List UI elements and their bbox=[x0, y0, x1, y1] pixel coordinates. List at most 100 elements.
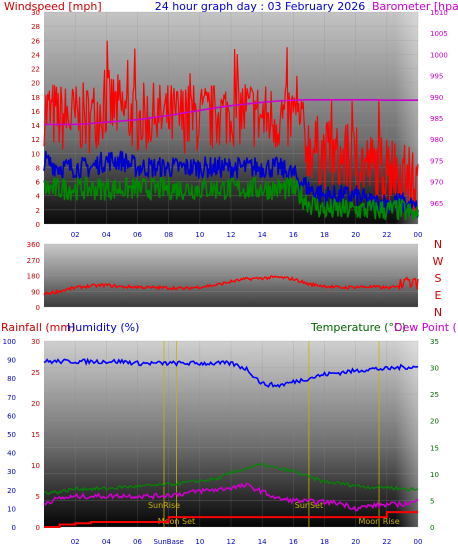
wind-tick-label: 10 bbox=[31, 150, 40, 158]
temperature-tick-label: 20 bbox=[430, 418, 439, 426]
wind-tick-label: 30 bbox=[31, 9, 40, 17]
barometer-line bbox=[44, 99, 418, 126]
wind-x-tick-label: 02 bbox=[71, 231, 80, 239]
sunbase-label: SunBase bbox=[153, 538, 183, 546]
humidity-tick-label: 0 bbox=[12, 524, 16, 532]
rainfall-title: Rainfall (mm) bbox=[1, 321, 75, 334]
wind-tick-label: 18 bbox=[31, 94, 40, 102]
barometer-tick-label: 970 bbox=[430, 179, 443, 187]
wind-tick-label: 28 bbox=[31, 23, 40, 31]
compass-label: W bbox=[433, 255, 444, 268]
rainfall-tick-label: 20 bbox=[31, 400, 40, 408]
temp-x-tick-label: 22 bbox=[382, 538, 391, 546]
barometer-tick-label: 1005 bbox=[430, 30, 448, 38]
wind-x-tick-label: 16 bbox=[289, 231, 298, 239]
rainfall-tick-label: 30 bbox=[31, 338, 40, 346]
wind-x-tick-label: 08 bbox=[164, 231, 173, 239]
wind-tick-label: 16 bbox=[31, 108, 40, 116]
wind-tick-label: 2 bbox=[36, 207, 40, 215]
temperature-tick-label: 25 bbox=[430, 391, 439, 399]
barometer-tick-label: 1010 bbox=[430, 9, 448, 17]
wind-x-tick-label: 04 bbox=[102, 231, 111, 239]
rainfall-line bbox=[44, 511, 418, 528]
direction-tick-label: 180 bbox=[27, 273, 40, 281]
barometer-title: Barometer [hpa] bbox=[372, 0, 458, 13]
wind-series bbox=[43, 40, 419, 221]
rainfall-tick-label: 0 bbox=[36, 524, 40, 532]
direction-tick-label: 90 bbox=[31, 288, 40, 296]
temperature-tick-label: 5 bbox=[430, 497, 434, 505]
wind-gust-line bbox=[43, 40, 419, 212]
rainfall-tick-label: 10 bbox=[31, 462, 40, 470]
moonrise-label: Moon Rise bbox=[358, 517, 399, 526]
rainfall-tick-label: 5 bbox=[36, 493, 40, 501]
barometer-tick-label: 990 bbox=[430, 94, 443, 102]
direction-series bbox=[43, 275, 419, 296]
wind-x-tick-label: 22 bbox=[382, 231, 391, 239]
temperature-tick-label: 30 bbox=[430, 365, 439, 373]
wind-tick-label: 26 bbox=[31, 37, 40, 45]
wind-x-tick-label: 14 bbox=[258, 231, 267, 239]
wind-tick-label: 6 bbox=[36, 179, 41, 187]
humidity-line bbox=[43, 357, 419, 389]
temp-x-tick-label: 02 bbox=[71, 538, 80, 546]
humidity-tick-label: 100 bbox=[3, 338, 16, 346]
graph-title: 24 hour graph day : 03 February 2026 bbox=[155, 0, 366, 13]
temp-x-tick-label: 14 bbox=[258, 538, 267, 546]
wind-x-axis: 02 04 06 08 10 12 14 16 18 20 22 00 bbox=[71, 231, 423, 239]
wind-tick-label: 0 bbox=[36, 221, 40, 229]
temperature-tick-label: 35 bbox=[430, 338, 439, 346]
temperature-tick-label: 0 bbox=[430, 524, 434, 532]
wind-tick-label: 8 bbox=[36, 164, 40, 172]
temp-panel-edge bbox=[395, 341, 418, 527]
temp-x-tick-label: 18 bbox=[320, 538, 329, 546]
humidity-tick-label: 50 bbox=[7, 431, 16, 439]
temp-x-tick-label: 00 bbox=[414, 538, 423, 546]
direction-tick-label: 360 bbox=[27, 241, 40, 249]
direction-gridlines bbox=[44, 243, 418, 308]
compass-label: S bbox=[435, 272, 442, 285]
wind-tick-label: 4 bbox=[36, 193, 41, 201]
humidity-tick-label: 30 bbox=[7, 468, 16, 476]
temperature-y-axis: 0 5 10 15 20 25 30 35 bbox=[430, 338, 439, 532]
barometer-tick-label: 980 bbox=[430, 136, 443, 144]
compass-label: E bbox=[435, 289, 442, 302]
dewpoint-title: Dew Point (°C bbox=[394, 321, 458, 334]
wind-tick-label: 14 bbox=[31, 122, 40, 130]
temp-x-tick-label: 12 bbox=[227, 538, 236, 546]
rainfall-tick-label: 25 bbox=[31, 369, 40, 377]
temperature-line bbox=[43, 462, 419, 495]
direction-tick-label: 270 bbox=[27, 257, 40, 265]
wind-tick-label: 20 bbox=[31, 80, 40, 88]
temperature-tick-label: 10 bbox=[430, 471, 439, 479]
wind-x-tick-label: 06 bbox=[133, 231, 142, 239]
wind-average-line bbox=[43, 150, 419, 218]
rainfall-tick-label: 15 bbox=[31, 431, 40, 439]
wind-tick-label: 12 bbox=[31, 136, 40, 144]
barometer-tick-label: 1000 bbox=[430, 51, 448, 59]
compass-label: N bbox=[434, 238, 442, 251]
temp-x-tick-label: 06 bbox=[133, 538, 142, 546]
humidity-tick-label: 80 bbox=[7, 375, 16, 383]
humidity-tick-label: 20 bbox=[7, 487, 16, 495]
humidity-tick-label: 90 bbox=[7, 357, 16, 365]
wind-x-tick-label: 00 bbox=[414, 231, 423, 239]
temperature-tick-label: 15 bbox=[430, 444, 439, 452]
humidity-tick-label: 40 bbox=[7, 450, 16, 458]
temp-x-tick-label: 10 bbox=[195, 538, 204, 546]
wind-x-tick-label: 12 bbox=[227, 231, 236, 239]
temp-x-tick-label: 20 bbox=[351, 538, 360, 546]
direction-y-axis: 0 90 180 270 360 bbox=[27, 241, 40, 312]
rainfall-y-axis: 0 5 10 15 20 25 30 bbox=[31, 338, 40, 532]
wind-x-tick-label: 10 bbox=[195, 231, 204, 239]
barometer-tick-label: 985 bbox=[430, 115, 443, 123]
wind-low-line bbox=[43, 176, 419, 221]
temp-x-tick-label: 04 bbox=[102, 538, 111, 546]
sunset-label: SunSet bbox=[295, 501, 323, 510]
temp-x-axis: 02 04 06 10 12 14 16 18 20 22 00 SunBase bbox=[71, 538, 423, 546]
wind-tick-label: 24 bbox=[31, 51, 40, 59]
barometer-tick-label: 995 bbox=[430, 73, 443, 81]
